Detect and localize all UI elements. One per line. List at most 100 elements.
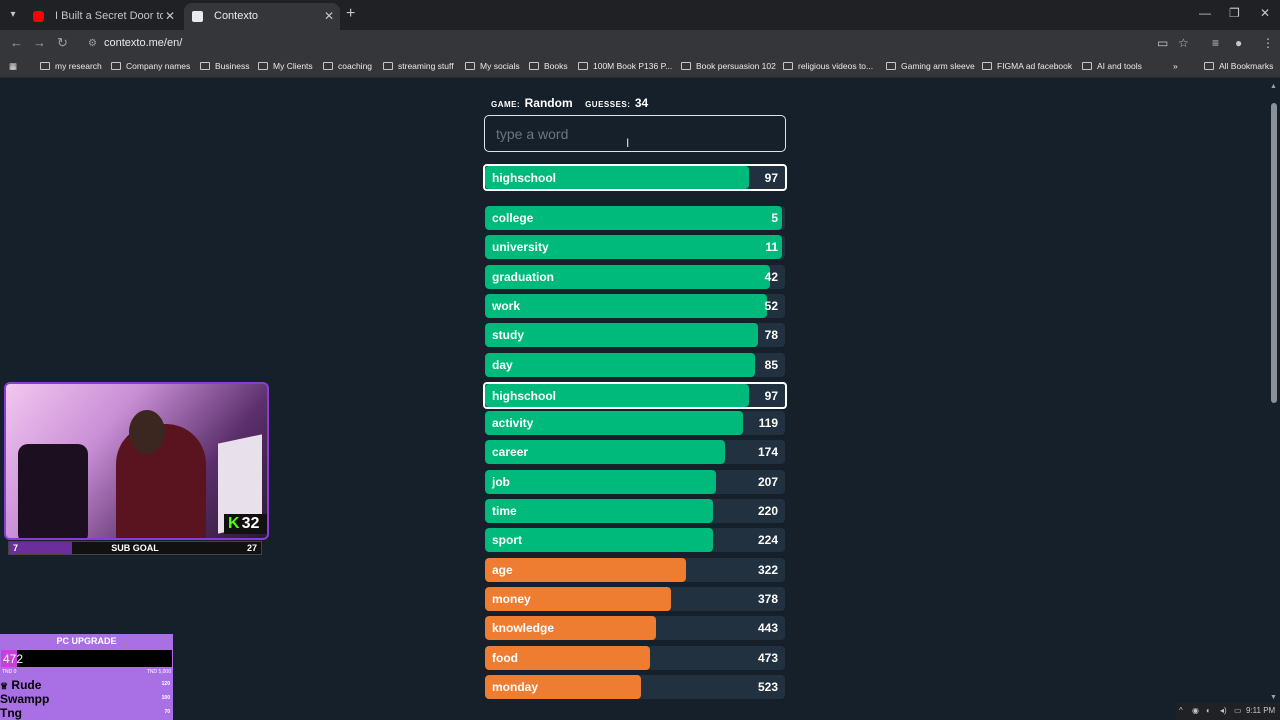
menu-icon[interactable]: ⋮ (1262, 36, 1274, 50)
close-window-icon[interactable]: ✕ (1260, 6, 1271, 20)
guess-bar (485, 587, 671, 611)
scroll-down-icon[interactable]: ▼ (1270, 694, 1277, 701)
minimize-icon[interactable]: — (1199, 6, 1211, 20)
bookmark-star-icon[interactable]: ☆ (1178, 36, 1189, 50)
forward-icon[interactable]: → (33, 35, 46, 50)
bookmark-folder[interactable]: 100M Book P136 P... (578, 61, 672, 71)
new-tab-button[interactable]: + (346, 5, 356, 22)
guess-word: highschool (492, 171, 556, 185)
streamer-head (129, 410, 165, 454)
bookmark-folder[interactable]: Gaming arm sleeve (886, 61, 975, 71)
folder-icon (982, 62, 992, 70)
battery-icon[interactable]: ▭ (1234, 706, 1242, 715)
sub-goal-current: 7 (13, 543, 19, 553)
bookmark-folder[interactable]: Book persuasion 102 (681, 61, 776, 71)
guess-word: day (492, 358, 513, 372)
guess-row: time 220 (485, 499, 785, 523)
close-icon[interactable]: ✕ (164, 9, 175, 23)
folder-icon (529, 62, 539, 70)
guess-row: monday 523 (485, 675, 785, 699)
bookmark-folder[interactable]: My socials (465, 61, 520, 71)
folder-icon (40, 62, 50, 70)
guess-word: monday (492, 680, 539, 694)
donor-amount: 100 (161, 695, 170, 701)
back-icon[interactable]: ← (10, 35, 23, 50)
folder-icon (1204, 62, 1214, 70)
guess-word: work (492, 299, 521, 313)
bookmark-folder[interactable]: streaming stuff (383, 61, 454, 71)
kick-count: 32 (241, 515, 260, 532)
close-icon[interactable]: ✕ (323, 9, 334, 23)
bookmark-folder[interactable]: AI and tools (1082, 61, 1142, 71)
bookmark-label: FIGMA ad facebook (997, 61, 1073, 71)
guess-word: graduation (492, 270, 554, 284)
guess-bar (485, 353, 755, 377)
guess-bar (485, 206, 782, 230)
apps-icon[interactable]: ▦ (9, 61, 18, 71)
bookmark-folder[interactable]: religious videos to... (783, 61, 873, 71)
kick-badge: K 32 (224, 514, 267, 534)
pc-upgrade-progress: 472 (1, 650, 172, 667)
tray-chevron-icon[interactable]: ^ (1179, 706, 1183, 715)
system-tray: ^ ◉ ◐ ◂) ▭ 9:11 PM (1176, 703, 1280, 720)
tray-app-icon[interactable]: ◉ (1192, 706, 1199, 715)
bookmark-folder[interactable]: FIGMA ad facebook (982, 61, 1072, 71)
guess-rank: 97 (764, 171, 778, 185)
tab-contexto[interactable]: Contexto ✕ (184, 3, 340, 30)
guess-rank: 42 (764, 270, 778, 284)
guess-bar (485, 470, 716, 494)
pc-upgrade-amount: 472 (3, 652, 24, 666)
guess-rank: 85 (764, 358, 778, 372)
scroll-up-icon[interactable]: ▲ (1270, 83, 1277, 90)
text-cursor-icon: I (626, 136, 630, 150)
pc-upgrade-widget: PC UPGRADE 472 TND 0 TND 5,000 ♕ Rude 12… (0, 634, 173, 720)
address-bar[interactable]: ⚙ contexto.me/en/ (80, 33, 1152, 56)
guess-bar (485, 294, 767, 318)
folder-icon (323, 62, 333, 70)
pc-upgrade-fill (1, 650, 18, 667)
cast-icon[interactable]: ▭ (1157, 36, 1169, 50)
all-bookmarks[interactable]: All Bookmarks (1204, 61, 1273, 71)
volume-icon[interactable]: ◂) (1220, 706, 1227, 715)
guess-word: knowledge (492, 621, 555, 635)
bookmark-folder[interactable]: Business (200, 61, 250, 71)
guess-row: study 78 (485, 323, 785, 347)
word-input[interactable] (484, 115, 786, 152)
profile-icon[interactable]: ● (1235, 36, 1243, 50)
site-info-icon[interactable]: ⚙ (88, 38, 97, 49)
bookmark-label: My socials (480, 61, 520, 71)
youtube-icon (33, 11, 44, 22)
clock-time[interactable]: 9:11 PM (1246, 706, 1276, 715)
sub-goal-target: 27 (246, 543, 257, 553)
guess-row: career 174 (485, 440, 785, 464)
guess-row: university 11 (485, 235, 785, 259)
tab-search-icon[interactable]: ▾ (10, 9, 16, 20)
pc-upgrade-title: PC UPGRADE (56, 636, 117, 646)
chevron-right-icon[interactable]: » (1173, 61, 1178, 71)
tab-youtube[interactable]: I Built a Secret Door to Trick my.. ✕ (25, 3, 181, 30)
bookmark-folder[interactable]: coaching (323, 61, 372, 71)
sub-goal-fill (9, 542, 72, 554)
guess-row: sport 224 (485, 528, 785, 552)
scrollbar-thumb[interactable] (1271, 103, 1277, 403)
folder-icon (783, 62, 793, 70)
bookmark-folder[interactable]: my research (40, 61, 102, 71)
guess-bar (485, 411, 743, 435)
bookmark-label: Company names (126, 61, 191, 71)
guesses-label: GUESSES: (585, 100, 631, 109)
gaming-chair (18, 444, 88, 538)
folder-icon (1082, 62, 1092, 70)
donor-name: Rude (11, 678, 42, 692)
reading-list-icon[interactable]: ≡ (1212, 36, 1220, 50)
bookmark-folder[interactable]: Books (529, 61, 568, 71)
page-scrollbar[interactable]: ▲ ▼ (1268, 79, 1280, 703)
guess-word: money (492, 592, 531, 606)
guess-rank: 174 (757, 445, 778, 459)
reload-icon[interactable]: ↻ (57, 35, 68, 50)
bookmark-label: Business (215, 61, 250, 71)
bookmark-folder[interactable]: Company names (111, 61, 190, 71)
guess-word: college (492, 211, 534, 225)
restore-icon[interactable]: ❐ (1229, 6, 1240, 20)
network-icon[interactable]: ◐ (1206, 706, 1211, 715)
bookmark-folder[interactable]: My Clients (258, 61, 313, 71)
